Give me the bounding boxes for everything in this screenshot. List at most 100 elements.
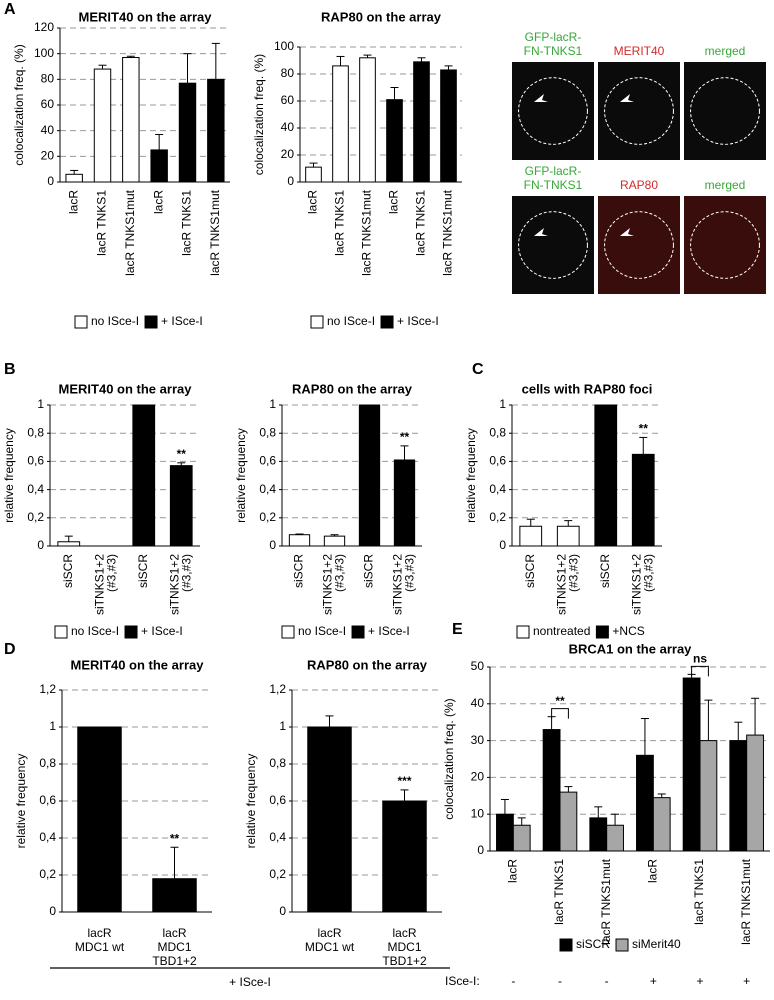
error-bar: [417, 57, 426, 62]
legend-swatch: [595, 625, 609, 639]
bar: [496, 813, 514, 852]
x-tick-label: siTNKS1+2: [629, 554, 643, 615]
bar: [77, 726, 122, 913]
bar: [57, 541, 81, 547]
bar: [440, 69, 457, 183]
x-tick-label: siTNKS1+2: [554, 554, 568, 615]
legend-swatch: [74, 315, 88, 329]
error-bar: [70, 169, 79, 175]
y-tick-label: 0,2: [259, 510, 276, 524]
error-bar: [594, 806, 603, 818]
bar: [323, 535, 346, 547]
y-tick-label: 50: [471, 659, 485, 673]
channel-label: MERIT40: [614, 44, 665, 58]
bar: [606, 824, 624, 852]
condition-value: -: [558, 974, 562, 988]
error-bar: [639, 436, 648, 455]
error-bar: [211, 42, 220, 80]
error-bar: [564, 520, 573, 527]
error-bar: [517, 817, 526, 826]
chart-title: MERIT40 on the array: [59, 381, 193, 396]
significance-label: ns: [693, 652, 707, 666]
channel-label: merged: [705, 178, 746, 192]
channel-label: merged: [705, 44, 746, 58]
y-tick-label: 80: [281, 66, 295, 80]
x-tick-label: lacR: [646, 859, 660, 883]
x-tick-label: (#3,#3): [333, 554, 347, 592]
bar: [132, 404, 156, 547]
y-tick-label: 0,6: [269, 793, 286, 807]
x-tick-label: lacR: [387, 190, 401, 214]
y-axis-label: relative frequency: [234, 428, 248, 523]
significance-label: **: [555, 694, 565, 708]
bar: [178, 82, 197, 183]
x-tick-label: lacR: [162, 926, 186, 940]
error-bar: [734, 721, 743, 741]
legend-label: + ISce-I: [161, 314, 203, 328]
nucleus-outline: [518, 77, 588, 145]
panel-label: C: [472, 361, 484, 378]
y-tick-label: 0: [49, 904, 56, 918]
chart-title: RAP80 on the array: [307, 657, 428, 672]
x-tick-label: (#3,#3): [403, 554, 417, 592]
bar: [589, 817, 608, 852]
x-tick-label: lacR: [317, 926, 341, 940]
x-tick-label: lacR TNKS1mut: [208, 189, 222, 275]
nucleus-outline: [604, 77, 674, 145]
bar: [386, 99, 403, 183]
y-tick-label: 1: [279, 719, 286, 733]
error-bar: [400, 789, 409, 801]
y-tick-label: 0,2: [27, 510, 44, 524]
y-tick-label: 100: [34, 46, 54, 60]
legend-label: no ISce-I: [71, 624, 119, 638]
x-tick-label: lacR TNKS1: [180, 190, 194, 256]
condition-value: +: [696, 974, 703, 988]
legend-label: + ISce-I: [141, 624, 183, 638]
y-tick-label: 0: [287, 174, 294, 188]
bar: [358, 404, 381, 547]
bar: [519, 525, 543, 547]
error-bar: [336, 55, 345, 66]
x-tick-label: lacR TNKS1mut: [599, 858, 613, 944]
y-tick-label: 0,2: [489, 510, 506, 524]
x-tick-label: lacR TNKS1: [333, 190, 347, 256]
condition-value: +: [650, 974, 657, 988]
bar: [729, 740, 748, 852]
bar: [207, 78, 225, 183]
nucleus-outline: [690, 211, 760, 279]
x-tick-label: MDC1: [387, 940, 421, 954]
legend-swatch: [124, 625, 138, 639]
x-tick-label: lacR TNKS1mut: [360, 189, 374, 275]
y-tick-label: 0: [269, 538, 276, 552]
y-tick-label: 0,4: [489, 482, 506, 496]
error-bar: [640, 718, 649, 756]
bar: [359, 57, 376, 183]
y-tick-label: 20: [471, 770, 485, 784]
significance-label: **: [400, 430, 410, 444]
y-axis-label: colocalization freq. (%): [12, 44, 26, 165]
legend-swatch: [144, 315, 158, 329]
chart-title: BRCA1 on the array: [569, 641, 693, 656]
y-axis-label: colocalization freq. (%): [442, 698, 456, 819]
x-tick-label: lacR TNKS1: [95, 190, 109, 256]
condition-value: -: [511, 974, 515, 988]
x-tick-label: lacR TNKS1mut: [123, 189, 137, 275]
x-tick-label: lacR TNKS1: [692, 859, 706, 925]
y-tick-label: 0,4: [269, 830, 286, 844]
legend: no ISce-I + ISce-I: [74, 314, 203, 329]
y-tick-label: 0,4: [39, 830, 56, 844]
x-tick-label: MDC1: [157, 940, 191, 954]
condition-value: -: [605, 974, 609, 988]
significance-bracket: [551, 708, 569, 719]
y-tick-label: 0: [499, 538, 506, 552]
significance-bracket: [691, 665, 709, 677]
y-tick-label: 0,6: [259, 454, 276, 468]
error-bar: [155, 134, 164, 150]
bar: [652, 797, 671, 852]
legend-label: +NCS: [612, 624, 644, 638]
error-bar: [400, 445, 409, 460]
x-tick-label: lacR: [87, 926, 111, 940]
x-tick-label: lacR TNKS1: [552, 859, 566, 925]
bar: [746, 734, 764, 852]
